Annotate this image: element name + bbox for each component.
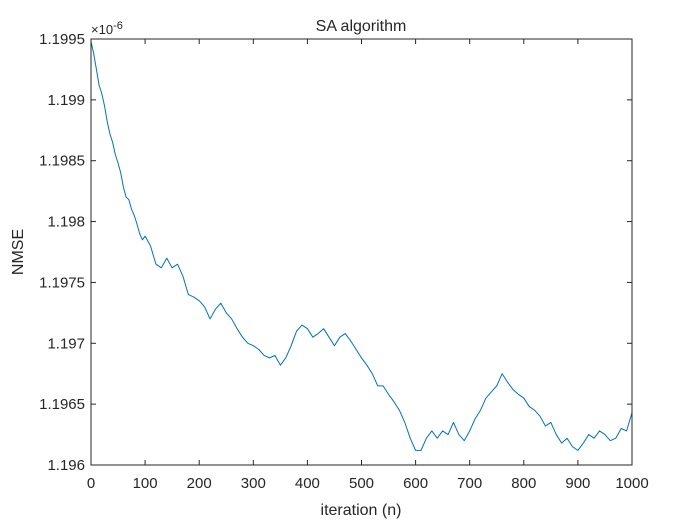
y-tick-label: 1.197 — [47, 335, 85, 352]
x-tick-label: 600 — [403, 475, 428, 492]
y-axis-exponent: ×10-6 — [91, 20, 123, 37]
x-tick-label: 1000 — [615, 475, 648, 492]
y-axis-ticks: 1.196 1.1965 1.197 1.1975 1.198 1.1985 1.199 1.… — [39, 31, 632, 474]
y-tick-label: 1.1985 — [39, 153, 85, 170]
y-tick-label: 1.196 — [47, 457, 85, 474]
y-axis-exponent-power: -6 — [113, 20, 123, 32]
x-axis-ticks: 0 100 200 300 400 500 600 700 800 900 1000 — [87, 39, 649, 492]
x-tick-label: 400 — [295, 475, 320, 492]
x-tick-label: 100 — [133, 475, 158, 492]
y-tick-label: 1.1975 — [39, 274, 85, 291]
x-tick-label: 500 — [349, 475, 374, 492]
y-tick-label: 1.1995 — [39, 31, 85, 48]
y-tick-label: 1.199 — [47, 92, 85, 109]
x-tick-label: 0 — [87, 475, 95, 492]
x-tick-label: 300 — [241, 475, 266, 492]
chart-title: SA algorithm — [316, 18, 407, 35]
y-tick-label: 1.1965 — [39, 396, 85, 413]
x-tick-label: 200 — [187, 475, 212, 492]
x-tick-label: 900 — [565, 475, 590, 492]
nmse-series-line — [90, 41, 633, 451]
y-tick-label: 1.198 — [47, 214, 85, 231]
x-axis-label: iteration (n) — [321, 502, 402, 519]
y-axis-exponent-base: ×10 — [91, 22, 113, 37]
y-axis-label: NMSE — [10, 229, 27, 275]
plot-area — [91, 39, 632, 465]
x-tick-label: 700 — [457, 475, 482, 492]
x-tick-label: 800 — [511, 475, 536, 492]
